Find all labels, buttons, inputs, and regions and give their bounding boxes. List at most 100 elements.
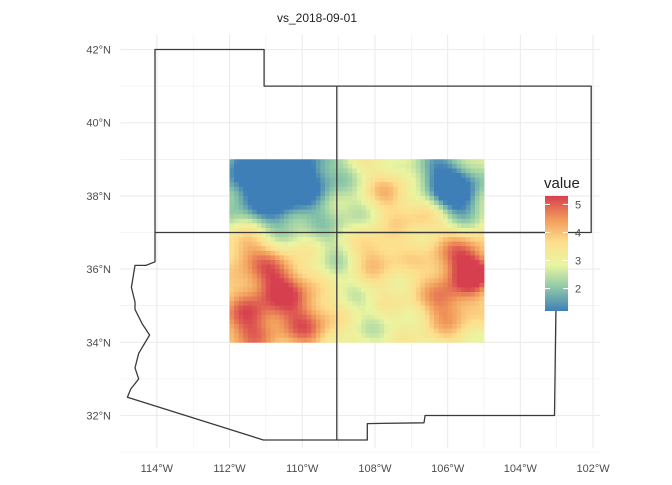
raster-cell [424, 310, 430, 316]
raster-cell [402, 255, 408, 261]
raster-cell [361, 328, 367, 334]
raster-cell [443, 241, 449, 247]
raster-cell [284, 237, 290, 243]
raster-cell [279, 168, 285, 174]
raster-cell [420, 305, 426, 311]
raster-cell [393, 296, 399, 302]
raster-cell [402, 314, 408, 320]
raster-cell [229, 296, 235, 302]
raster-cell [365, 209, 371, 215]
raster-cell [447, 282, 453, 288]
raster-cell [315, 246, 321, 252]
raster-cell [256, 282, 262, 288]
raster-cell [384, 337, 389, 343]
raster-cell [356, 237, 362, 243]
raster-cell [261, 186, 267, 192]
raster-cell [429, 328, 435, 334]
raster-cell [315, 333, 321, 339]
raster-cell [347, 246, 353, 252]
raster-cell [229, 337, 235, 343]
raster-cell [352, 314, 358, 320]
raster-cell [270, 246, 276, 252]
raster-cell [374, 259, 380, 265]
raster-cell [252, 173, 258, 178]
raster-cell [479, 237, 485, 243]
raster-cell [447, 159, 453, 165]
raster-cell [452, 159, 458, 165]
raster-cell [229, 264, 235, 270]
raster-cell [443, 182, 449, 188]
raster-cell [338, 173, 344, 178]
raster-cell [247, 296, 253, 302]
raster-cell [370, 282, 376, 288]
raster-cell [352, 269, 358, 275]
raster-cell [429, 278, 435, 284]
raster-cell [347, 301, 353, 307]
raster-cell [443, 232, 449, 238]
raster-cell [356, 314, 362, 320]
raster-cell [352, 264, 358, 270]
raster-cell [279, 195, 285, 201]
raster-cell [474, 214, 480, 220]
raster-cell [252, 269, 258, 275]
raster-cell [311, 328, 317, 334]
raster-cell [243, 287, 249, 293]
raster-cell [306, 168, 312, 174]
raster-cell [247, 301, 253, 307]
raster-cell [284, 278, 290, 284]
raster-cell [456, 173, 462, 178]
raster-cell [415, 205, 421, 211]
raster-cell [243, 328, 249, 334]
raster-cell [384, 241, 389, 247]
raster-cell [324, 182, 330, 188]
raster-cell [229, 232, 235, 238]
raster-cell [306, 218, 312, 224]
raster-cell [306, 259, 312, 265]
raster-cell [370, 314, 376, 320]
raster-cell [461, 177, 467, 183]
raster-cell [443, 227, 449, 233]
raster-cell [443, 337, 449, 343]
raster-cell [415, 287, 421, 293]
raster-cell [229, 163, 235, 169]
legend-colorbar [545, 196, 568, 311]
raster-cell [438, 182, 444, 188]
raster-cell [320, 255, 326, 261]
raster-cell [297, 173, 303, 178]
raster-cell [279, 301, 285, 307]
raster-cell [447, 301, 453, 307]
raster-cell [456, 218, 462, 224]
raster-cell [434, 209, 439, 215]
raster-cell [374, 250, 380, 256]
raster-cell [470, 173, 476, 178]
raster-cell [297, 182, 303, 188]
raster-cell [365, 191, 371, 197]
raster-cell [306, 205, 312, 211]
raster-cell [420, 159, 426, 165]
raster-cell [311, 264, 317, 270]
raster-cell [347, 218, 353, 224]
raster-cell [452, 310, 458, 316]
raster-cell [324, 163, 330, 169]
raster-cell [447, 246, 453, 252]
raster-cell [402, 259, 408, 265]
raster-cell [393, 246, 399, 252]
raster-cell [256, 205, 262, 211]
raster-cell [388, 214, 394, 220]
raster-cell [238, 227, 244, 233]
raster-cell [365, 186, 371, 192]
raster-cell [438, 214, 444, 220]
raster-cell [397, 296, 403, 302]
raster-cell [429, 241, 435, 247]
raster-cell [256, 333, 262, 339]
y-tick-label: 36°N [86, 264, 111, 276]
raster-cell [411, 310, 417, 316]
raster-cell [247, 191, 253, 197]
raster-cell [352, 182, 358, 188]
raster-cell [374, 241, 380, 247]
raster-cell [443, 255, 449, 261]
raster-cell [229, 237, 235, 243]
raster-cell [420, 177, 426, 183]
raster-cell [293, 195, 299, 201]
raster-cell [406, 282, 412, 288]
